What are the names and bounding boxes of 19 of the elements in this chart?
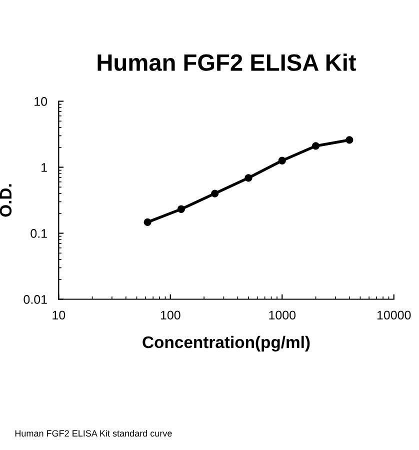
y-tick-label: 0.01 xyxy=(24,295,47,304)
y-tick-label: 0.1 xyxy=(30,229,47,238)
text: Human FGF2 ELISA Kit standard curve xyxy=(15,430,172,437)
y-tick-label: 1 xyxy=(42,163,47,172)
x-tick-label: 100 xyxy=(160,310,180,320)
point xyxy=(144,218,152,226)
point xyxy=(346,136,354,144)
x-tick-label: 1000 xyxy=(269,310,296,320)
point xyxy=(177,205,186,213)
x-tick-label: 10 xyxy=(52,310,66,320)
chart-title: Human FGF2 ELISA Kit xyxy=(98,54,356,71)
y-axis-title: O.D. xyxy=(0,184,12,217)
point xyxy=(211,190,219,198)
y-tick-label: 10 xyxy=(34,97,48,106)
point xyxy=(278,156,286,164)
point xyxy=(244,174,252,182)
point xyxy=(312,142,320,150)
x-tick-label: 10000 xyxy=(377,310,411,320)
x-axis-title: Concentration(pg/ml) xyxy=(142,336,310,352)
